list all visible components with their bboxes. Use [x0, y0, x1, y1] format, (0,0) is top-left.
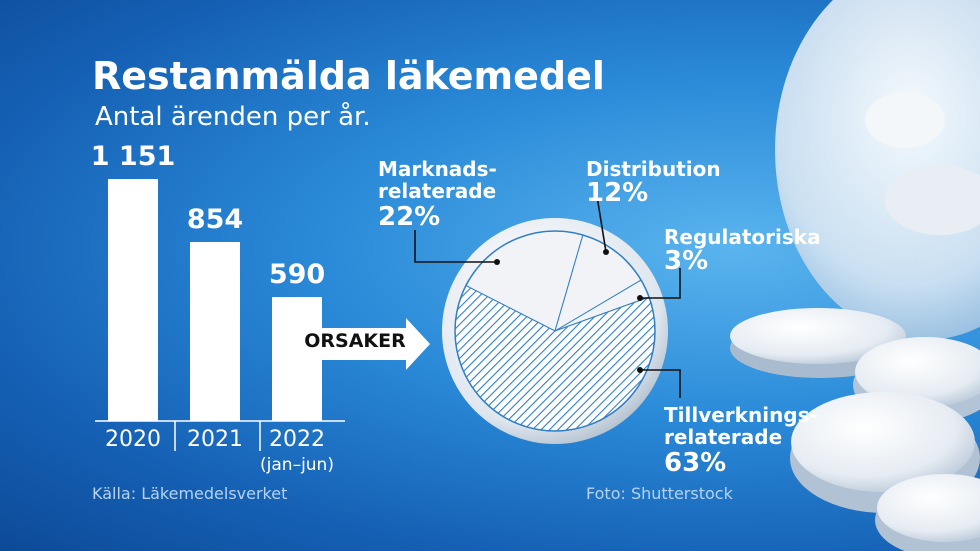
- chart-title: Restanmälda läkemedel: [92, 54, 605, 98]
- value-label-2020: 1 151: [90, 141, 176, 173]
- slice-pct-marknad: 22%: [378, 202, 441, 232]
- slice-pct-distribution: 12%: [586, 178, 649, 208]
- source-credit: Källa: Läkemedelsverket: [92, 484, 288, 503]
- bar-2020: [108, 179, 158, 421]
- leader-line-marknad: [414, 230, 497, 263]
- value-label-2021: 854: [186, 203, 244, 235]
- slice-name-distribution: Distribution: [586, 157, 721, 181]
- pill-4: [875, 474, 980, 551]
- photo-credit: Foto: Shutterstock: [586, 484, 733, 503]
- category-label-2021: 2021: [187, 427, 243, 452]
- slice-pct-regulatoriska: 3%: [664, 246, 709, 276]
- category-label-2022: 2022: [269, 427, 325, 452]
- slice-name-marknad: Marknads- relaterade: [378, 157, 497, 203]
- value-label-2022: 590: [268, 259, 326, 291]
- category-sublabel-2022: (jan–jun): [260, 455, 334, 475]
- orsaker-arrow: [296, 318, 430, 370]
- arrow-label: ORSAKER: [304, 330, 406, 352]
- chart-subtitle: Antal ärenden per år.: [95, 102, 371, 132]
- pie-outline: [454, 230, 656, 432]
- slice-name-tillverkning: Tillverknings- relaterade: [664, 403, 818, 449]
- pie-chart: [442, 218, 668, 444]
- category-label-2020: 2020: [105, 427, 161, 452]
- bottle-shape: [775, 0, 980, 340]
- slice-pct-tillverkning: 63%: [664, 448, 727, 478]
- slice-name-regulatoriska: Regulatoriska: [664, 225, 821, 249]
- leader-line-distribution: [595, 189, 607, 253]
- leader-line-regulatoriska: [640, 268, 681, 299]
- bar-2021: [190, 241, 240, 421]
- leader-line-tillverkning: [640, 369, 681, 398]
